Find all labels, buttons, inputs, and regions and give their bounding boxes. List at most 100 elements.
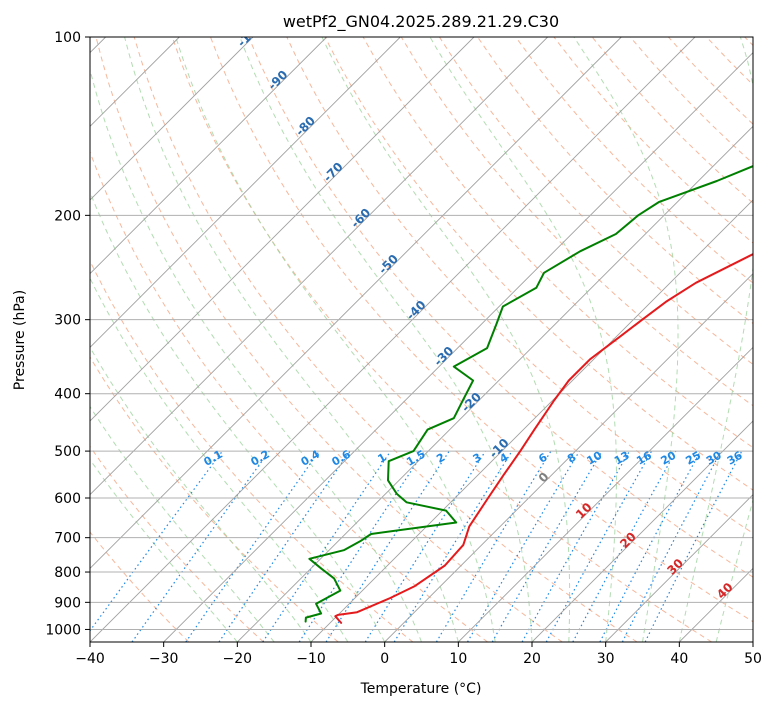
x-axis-label: Temperature (°C) bbox=[360, 681, 482, 697]
y-tick-label: 800 bbox=[54, 565, 81, 581]
isotherm-line bbox=[90, 37, 327, 275]
isotherm-label: -70 bbox=[321, 160, 346, 185]
y-tick-label: 1000 bbox=[45, 622, 81, 638]
mixing-ratio-line bbox=[521, 450, 631, 642]
isotherm-line bbox=[90, 37, 401, 348]
isotherm-line bbox=[310, 199, 753, 642]
mixing-ratio-line bbox=[466, 450, 580, 642]
x-tick-label: −10 bbox=[296, 651, 326, 667]
isotherm-label: -90 bbox=[265, 68, 290, 93]
x-tick-label: −20 bbox=[223, 651, 253, 667]
dry-adiabat bbox=[744, 37, 753, 47]
dry-adiabat bbox=[90, 150, 488, 642]
isotherm-label: -60 bbox=[348, 206, 373, 231]
isotherm-label: -40 bbox=[403, 298, 428, 323]
profile-series bbox=[304, 165, 753, 624]
isotherm-label: -30 bbox=[431, 344, 456, 369]
dry-adiabat bbox=[90, 356, 339, 642]
pressure-gridlines bbox=[90, 37, 753, 630]
y-tick-label: 500 bbox=[54, 444, 81, 460]
moist-adiabat bbox=[573, 37, 679, 642]
moist-adiabat bbox=[90, 405, 275, 642]
isotherm-line bbox=[679, 567, 753, 642]
moist-adiabat bbox=[90, 277, 349, 642]
skewed-isotherms bbox=[90, 37, 753, 642]
x-tick-label: −40 bbox=[75, 651, 105, 667]
mixing-ratio-line bbox=[572, 450, 677, 642]
isotherm-line bbox=[90, 37, 548, 496]
mixing-ratio-line bbox=[131, 450, 270, 642]
isotherm-label: 0 bbox=[536, 470, 552, 486]
x-tick-label: −30 bbox=[149, 651, 179, 667]
isotherm-line bbox=[605, 494, 753, 642]
dry-adiabats bbox=[90, 37, 753, 642]
x-tick-label: 50 bbox=[744, 651, 762, 667]
moist-adiabat bbox=[90, 190, 386, 642]
mixing-ratio-label: 3 bbox=[471, 451, 484, 466]
moist-adiabat bbox=[90, 67, 422, 642]
moist-adiabat bbox=[175, 37, 496, 642]
moist-adiabat bbox=[715, 498, 753, 642]
y-tick-label: 200 bbox=[54, 208, 81, 224]
isotherm-line bbox=[458, 346, 753, 642]
temperature-profile-line bbox=[334, 252, 753, 624]
moist-adiabat bbox=[90, 346, 312, 642]
mixing-ratio-label: 2 bbox=[434, 451, 447, 466]
dry-adiabat bbox=[171, 37, 712, 642]
mixing-ratio-line bbox=[644, 450, 743, 642]
mixing-ratio-line bbox=[298, 450, 425, 642]
mixing-ratio-line bbox=[364, 450, 486, 642]
y-tick-label: 300 bbox=[54, 313, 81, 329]
x-tick-label: 10 bbox=[449, 651, 467, 667]
dry-adiabat bbox=[591, 37, 753, 204]
dry-adiabat bbox=[515, 37, 753, 284]
isotherm-line bbox=[384, 273, 753, 642]
isotherm-label: -100 bbox=[235, 19, 266, 50]
dry-adiabat bbox=[90, 445, 264, 642]
dry-adiabat bbox=[95, 37, 563, 642]
mixing-ratio-line bbox=[262, 450, 392, 642]
isotherm-label: 40 bbox=[714, 580, 736, 602]
x-tick-label: 0 bbox=[380, 651, 389, 667]
mixing-ratio-label: 1 bbox=[375, 451, 388, 466]
mixing-ratio-line bbox=[599, 450, 702, 642]
chart-title: wetPf2_GN04.2025.289.21.29.C30 bbox=[283, 12, 559, 32]
isotherm-label: 30 bbox=[664, 556, 686, 578]
dry-adiabat bbox=[133, 37, 638, 642]
moist-adiabat bbox=[239, 37, 533, 642]
y-axis-label: Pressure (hPa) bbox=[12, 290, 28, 390]
mixing-ratio-label: 8 bbox=[565, 451, 578, 466]
isotherm-line bbox=[237, 125, 753, 642]
plot-frame bbox=[89, 36, 754, 643]
isotherm-line bbox=[752, 641, 753, 642]
mixing-ratio-line bbox=[90, 450, 223, 632]
y-tick-label: 700 bbox=[54, 531, 81, 547]
y-tick-label: 100 bbox=[54, 30, 81, 46]
mixing-ratio-label: 6 bbox=[536, 450, 549, 465]
x-tick-label: 30 bbox=[597, 651, 615, 667]
isopleth-labels: 0.1 0.2 0.4 0.6 1 1.5 2 3 4 6 8 10 13 16 20 25 30 36-100-… bbox=[201, 19, 744, 602]
dry-adiabat bbox=[210, 37, 753, 623]
mixing-ratio-line bbox=[435, 450, 552, 642]
y-tick-label: 900 bbox=[54, 595, 81, 611]
moist-adiabat bbox=[124, 37, 459, 642]
moist-adiabat bbox=[90, 458, 238, 642]
moist-adiabat bbox=[429, 37, 617, 642]
moist-adiabats bbox=[90, 37, 753, 642]
x-tick-label: 40 bbox=[670, 651, 688, 667]
y-axis-ticks: 100 200 300 400 500 600 700 800 900 1000 bbox=[45, 30, 90, 638]
dry-adiabat bbox=[438, 37, 753, 366]
dry-adiabat bbox=[248, 37, 753, 578]
isotherm-line bbox=[90, 37, 622, 569]
plot-area: 0.1 0.2 0.4 0.6 1 1.5 2 3 4 6 8 10 13 16 20 25 30 36-100-… bbox=[90, 19, 753, 642]
dry-adiabat bbox=[668, 37, 753, 125]
dewpoint-profile-line bbox=[304, 165, 753, 623]
x-axis-ticks: −40 −30 −20 −10 0 10 20 30 40 50 bbox=[75, 642, 762, 667]
y-tick-label: 600 bbox=[54, 491, 81, 507]
isotherm-line bbox=[163, 52, 753, 642]
mixing-ratio-line bbox=[393, 450, 513, 642]
isotherm-line bbox=[90, 37, 475, 422]
dry-adiabat bbox=[90, 531, 190, 642]
x-tick-label: 20 bbox=[523, 651, 541, 667]
